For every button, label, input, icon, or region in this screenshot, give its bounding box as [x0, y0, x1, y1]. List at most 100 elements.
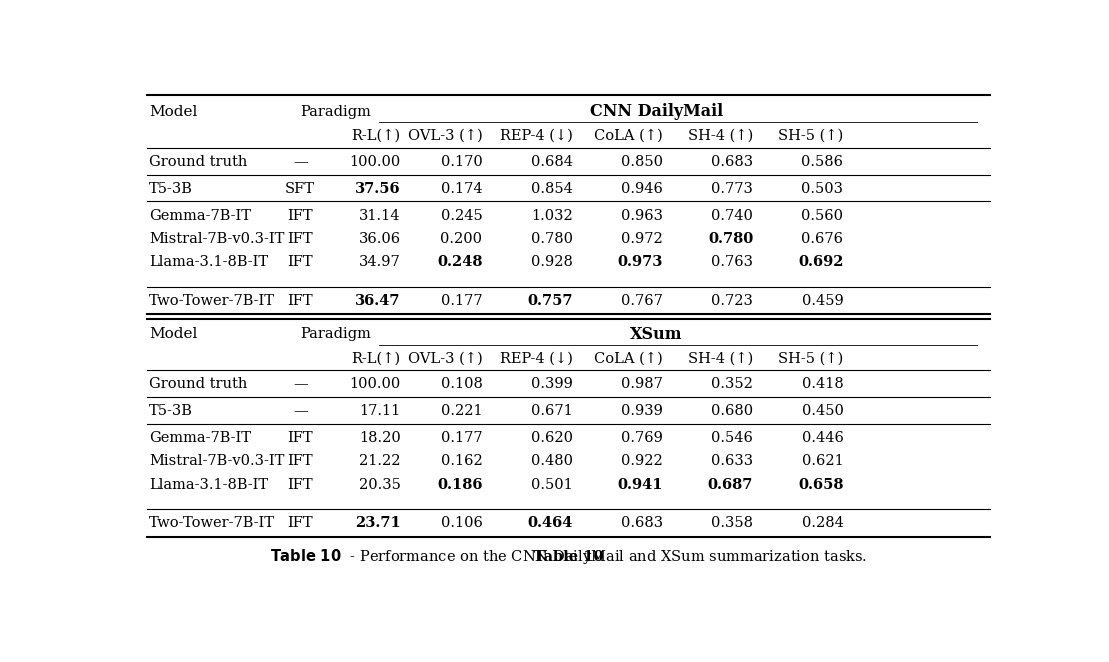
- Text: SH-5 (↑): SH-5 (↑): [779, 129, 843, 143]
- Text: 0.177: 0.177: [440, 294, 482, 308]
- Text: Table 10: Table 10: [533, 549, 603, 564]
- Text: 0.987: 0.987: [621, 377, 663, 391]
- Text: 0.586: 0.586: [802, 155, 843, 169]
- Text: 0.620: 0.620: [531, 431, 572, 445]
- Text: 0.162: 0.162: [440, 454, 482, 468]
- Text: 0.106: 0.106: [440, 516, 482, 530]
- Text: Paradigm: Paradigm: [301, 105, 372, 118]
- Text: IFT: IFT: [287, 232, 313, 246]
- Text: Model: Model: [149, 327, 197, 341]
- Text: IFT: IFT: [287, 477, 313, 491]
- Text: 0.560: 0.560: [802, 209, 843, 222]
- Text: 0.480: 0.480: [531, 454, 572, 468]
- Text: 0.740: 0.740: [711, 209, 753, 222]
- Text: 0.680: 0.680: [711, 404, 753, 418]
- Text: 1.032: 1.032: [531, 209, 572, 222]
- Text: 0.200: 0.200: [440, 232, 482, 246]
- Text: SH-5 (↑): SH-5 (↑): [779, 352, 843, 365]
- Text: IFT: IFT: [287, 255, 313, 269]
- Text: 0.769: 0.769: [621, 431, 663, 445]
- Text: 0.780: 0.780: [531, 232, 572, 246]
- Text: 0.621: 0.621: [802, 454, 843, 468]
- Text: 20.35: 20.35: [359, 477, 400, 491]
- Text: Ground truth: Ground truth: [149, 377, 247, 391]
- Text: REP-4 (↓): REP-4 (↓): [500, 352, 572, 365]
- Text: 0.850: 0.850: [621, 155, 663, 169]
- Text: 0.358: 0.358: [711, 516, 753, 530]
- Text: 0.221: 0.221: [440, 404, 482, 418]
- Text: 0.464: 0.464: [527, 516, 572, 530]
- Text: 0.671: 0.671: [531, 404, 572, 418]
- Text: 17.11: 17.11: [359, 404, 400, 418]
- Text: 0.501: 0.501: [531, 477, 572, 491]
- Text: 36.47: 36.47: [355, 294, 400, 308]
- Text: 0.972: 0.972: [621, 232, 663, 246]
- Text: IFT: IFT: [287, 516, 313, 530]
- Text: 34.97: 34.97: [359, 255, 400, 269]
- Text: Model: Model: [149, 105, 197, 118]
- Text: 0.973: 0.973: [618, 255, 663, 269]
- Text: —: —: [293, 377, 307, 391]
- Text: T5-3B: T5-3B: [149, 182, 193, 196]
- Text: Mistral-7B-v0.3-IT: Mistral-7B-v0.3-IT: [149, 232, 284, 246]
- Text: Llama-3.1-8B-IT: Llama-3.1-8B-IT: [149, 477, 268, 491]
- Text: Two-Tower-7B-IT: Two-Tower-7B-IT: [149, 516, 275, 530]
- Text: 0.687: 0.687: [708, 477, 753, 491]
- Text: 0.676: 0.676: [802, 232, 843, 246]
- Text: Gemma-7B-IT: Gemma-7B-IT: [149, 209, 251, 222]
- Text: 0.248: 0.248: [437, 255, 482, 269]
- Text: T5-3B: T5-3B: [149, 404, 193, 418]
- Text: 0.446: 0.446: [802, 431, 843, 445]
- Text: —: —: [293, 404, 307, 418]
- Text: Gemma-7B-IT: Gemma-7B-IT: [149, 431, 251, 445]
- Text: 36.06: 36.06: [358, 232, 400, 246]
- Text: 18.20: 18.20: [359, 431, 400, 445]
- Text: 0.767: 0.767: [621, 294, 663, 308]
- Text: 0.946: 0.946: [621, 182, 663, 196]
- Text: 0.186: 0.186: [437, 477, 482, 491]
- Text: Two-Tower-7B-IT: Two-Tower-7B-IT: [149, 294, 275, 308]
- Text: OVL-3 (↑): OVL-3 (↑): [408, 352, 482, 365]
- Text: 31.14: 31.14: [359, 209, 400, 222]
- Text: 23.71: 23.71: [355, 516, 400, 530]
- Text: 0.939: 0.939: [621, 404, 663, 418]
- Text: REP-4 (↓): REP-4 (↓): [500, 129, 572, 143]
- Text: 0.683: 0.683: [621, 516, 663, 530]
- Text: 0.780: 0.780: [708, 232, 753, 246]
- Text: 0.684: 0.684: [531, 155, 572, 169]
- Text: XSum: XSum: [630, 326, 683, 343]
- Text: SFT: SFT: [285, 182, 315, 196]
- Text: 0.692: 0.692: [797, 255, 843, 269]
- Text: CoLA (↑): CoLA (↑): [594, 352, 663, 365]
- Text: 0.284: 0.284: [802, 516, 843, 530]
- Text: Paradigm: Paradigm: [301, 327, 372, 341]
- Text: 0.546: 0.546: [711, 431, 753, 445]
- Text: Mistral-7B-v0.3-IT: Mistral-7B-v0.3-IT: [149, 454, 284, 468]
- Text: 0.963: 0.963: [621, 209, 663, 222]
- Text: CoLA (↑): CoLA (↑): [594, 129, 663, 143]
- Text: 21.22: 21.22: [359, 454, 400, 468]
- Text: CNN DailyMail: CNN DailyMail: [590, 103, 723, 120]
- Text: IFT: IFT: [287, 209, 313, 222]
- Text: 0.174: 0.174: [440, 182, 482, 196]
- Text: Ground truth: Ground truth: [149, 155, 247, 169]
- Text: R-L(↑): R-L(↑): [352, 352, 400, 365]
- Text: 100.00: 100.00: [349, 155, 400, 169]
- Text: 0.450: 0.450: [802, 404, 843, 418]
- Text: 0.418: 0.418: [802, 377, 843, 391]
- Text: 0.941: 0.941: [618, 477, 663, 491]
- Text: 0.854: 0.854: [531, 182, 572, 196]
- Text: OVL-3 (↑): OVL-3 (↑): [408, 129, 482, 143]
- Text: 0.245: 0.245: [440, 209, 482, 222]
- Text: IFT: IFT: [287, 454, 313, 468]
- Text: SH-4 (↑): SH-4 (↑): [688, 129, 753, 143]
- Text: R-L(↑): R-L(↑): [352, 129, 400, 143]
- Text: 0.503: 0.503: [802, 182, 843, 196]
- Text: 0.757: 0.757: [527, 294, 572, 308]
- Text: 100.00: 100.00: [349, 377, 400, 391]
- Text: 0.763: 0.763: [711, 255, 753, 269]
- Text: 0.108: 0.108: [440, 377, 482, 391]
- Text: 0.658: 0.658: [797, 477, 843, 491]
- Text: 0.399: 0.399: [531, 377, 572, 391]
- Text: 37.56: 37.56: [355, 182, 400, 196]
